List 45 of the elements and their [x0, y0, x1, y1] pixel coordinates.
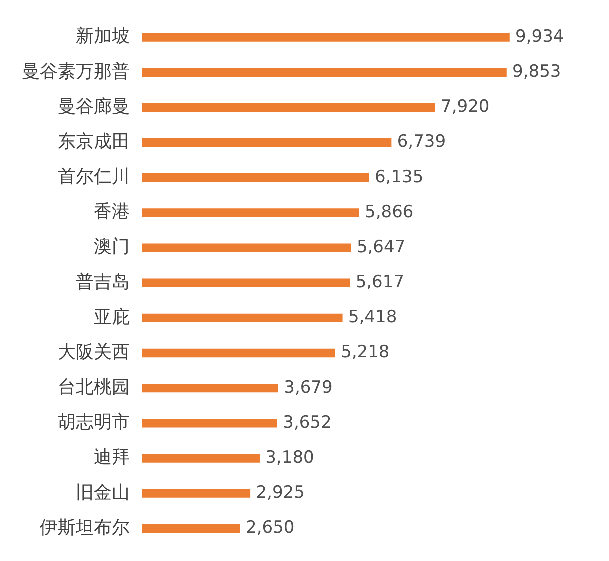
y-tick-label: 香港 — [94, 202, 130, 223]
data-label: 9,853 — [512, 62, 562, 82]
bar — [142, 489, 251, 498]
y-tick-label: 新加坡 — [76, 26, 130, 48]
y-tick-label: 曼谷素万那普 — [22, 61, 130, 82]
bar — [142, 68, 507, 77]
bar — [142, 384, 278, 393]
data-label: 5,617 — [356, 272, 404, 293]
data-label: 5,218 — [341, 342, 390, 363]
y-tick-label: 普吉岛 — [76, 272, 130, 293]
y-tick-label: 东京成田 — [58, 131, 130, 152]
data-label: 3,180 — [266, 448, 314, 468]
bar — [142, 278, 350, 288]
data-label: 6,739 — [397, 132, 446, 152]
data-label: 7,920 — [441, 97, 490, 118]
y-tick-label: 旧金山 — [76, 482, 130, 504]
data-label: 6,135 — [374, 167, 424, 188]
bar — [142, 244, 352, 252]
data-label: 3,652 — [283, 412, 332, 433]
y-tick-label: 首尔仁川 — [58, 166, 130, 188]
data-label: 3,679 — [284, 378, 333, 398]
y-tick-label: 迪拜 — [94, 447, 130, 468]
data-label: 5,418 — [348, 308, 398, 328]
data-label: 5,647 — [356, 237, 406, 258]
bar — [142, 33, 510, 42]
y-tick-label: 台北桃园 — [58, 377, 130, 398]
y-tick-label: 亚庇 — [94, 306, 130, 328]
bar — [142, 454, 260, 463]
bar — [142, 419, 278, 428]
data-label: 5,866 — [365, 202, 414, 222]
y-tick-label: 胡志明市 — [58, 412, 130, 434]
bar — [142, 348, 336, 358]
data-label: 2,650 — [246, 518, 295, 538]
y-tick-label: 大阪关西 — [58, 342, 130, 363]
bar — [142, 103, 436, 112]
bar — [142, 524, 240, 533]
bar — [142, 314, 343, 323]
y-tick-label: 曼谷廊曼 — [58, 96, 130, 118]
bar — [142, 174, 370, 182]
y-tick-label: 伊斯坦布尔 — [40, 517, 130, 538]
data-label: 9,934 — [516, 26, 564, 47]
y-tick-label: 澳门 — [94, 236, 130, 258]
data-label: 2,925 — [256, 483, 305, 503]
bar — [142, 208, 360, 218]
bar — [142, 138, 392, 148]
